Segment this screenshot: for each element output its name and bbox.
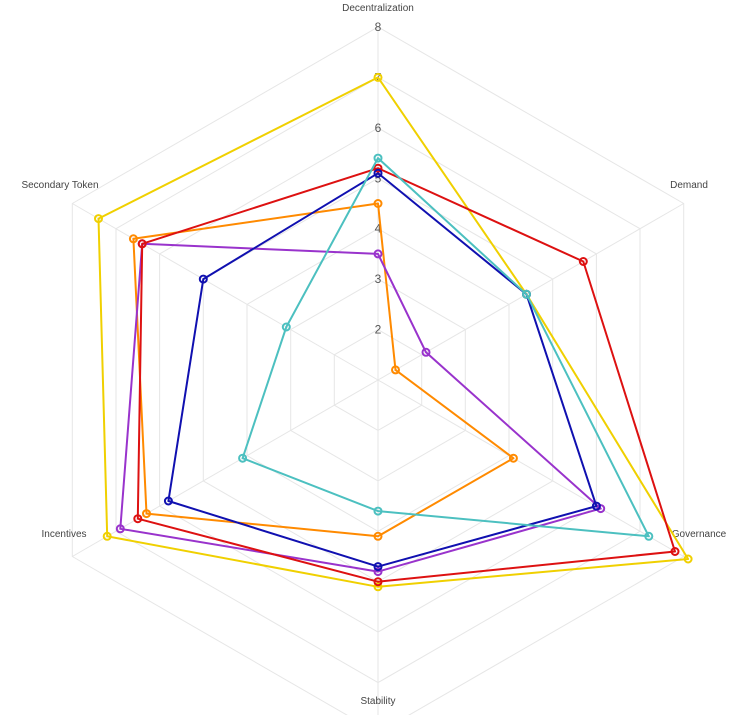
spoke-demand [377,203,684,381]
axis-label-governance: Governance [672,529,727,540]
series-2 [128,199,518,541]
data-point[interactable] [163,496,173,506]
data-point[interactable] [522,289,531,299]
data-point[interactable] [578,257,588,266]
data-point[interactable] [115,524,125,534]
axis-label-decentralization: Decentralization [342,3,414,14]
data-point[interactable] [508,453,518,463]
data-point[interactable] [128,234,138,244]
data-point[interactable] [373,582,383,592]
series-5 [163,168,601,572]
data-point[interactable] [373,577,383,587]
data-point[interactable] [373,562,383,572]
data-point[interactable] [142,509,151,519]
data-point[interactable] [238,453,248,463]
data-point[interactable] [281,322,291,332]
data-point[interactable] [373,199,383,208]
data-point[interactable] [373,153,383,163]
data-point[interactable] [391,365,400,375]
series-layer [94,72,693,592]
data-point[interactable] [591,501,601,511]
axis-label-secondary-token: Secondary Token [21,180,98,191]
spoke-secondary-token [72,203,379,381]
data-point[interactable] [133,514,143,524]
data-point[interactable] [373,506,383,516]
spoke-incentives [72,379,379,557]
data-point[interactable] [683,554,693,564]
data-point[interactable] [644,531,654,541]
axis-label-incentives: Incentives [41,529,86,540]
axis-labels: Decentralization Demand Governance Stabilit… [21,3,726,707]
data-point[interactable] [198,274,208,284]
data-point[interactable] [373,168,383,178]
data-point[interactable] [102,531,112,541]
tick-label: 2 [375,323,382,337]
data-point[interactable] [373,163,383,173]
series-line [132,202,515,538]
series-line [136,167,676,583]
series-6 [238,153,654,541]
tick-label: 8 [375,20,382,34]
spoke-governance [377,379,684,557]
data-point[interactable] [373,249,383,259]
tick-label: 6 [375,121,382,135]
series-line [97,76,690,588]
series-4 [133,163,680,587]
axis-label-stability: Stability [360,696,395,707]
series-line [241,157,650,538]
tick-label: 3 [375,272,382,286]
series-line [167,172,598,568]
data-point[interactable] [373,72,383,82]
data-point[interactable] [137,239,147,249]
axis-label-demand: Demand [670,180,708,191]
data-point[interactable] [421,347,431,357]
tick-label: 5 [375,171,382,185]
data-point[interactable] [373,567,383,577]
data-point[interactable] [670,547,680,556]
tick-label: 4 [375,222,382,236]
data-point[interactable] [373,531,383,541]
data-point[interactable] [94,214,103,224]
